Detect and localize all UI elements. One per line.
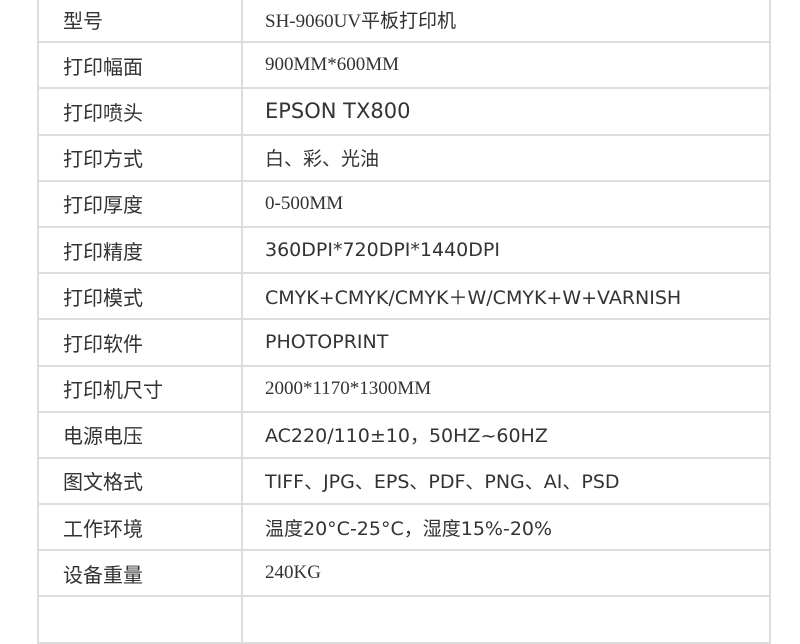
spec-label: 打印厚度 <box>39 181 243 226</box>
spec-value: 2000*1170*1300MM <box>265 377 432 399</box>
spec-label: 打印模式 <box>39 274 243 319</box>
table-row: 打印精度 360DPI*720DPI*1440DPI <box>39 227 769 275</box>
table-row: 型号 SH-9060UV平板打印机 <box>39 0 769 44</box>
table-row-partial <box>39 597 769 644</box>
spec-label: 型号 <box>39 0 243 42</box>
spec-value: CMYK+CMYK/CMYK＋W/CMYK+W+VARNISH <box>265 286 682 309</box>
spec-value: 900MM*600MM <box>265 54 400 76</box>
spec-label: 打印精度 <box>39 227 243 273</box>
spec-value: 360DPI*720DPI*1440DPI <box>265 239 500 262</box>
spec-value: 240KG <box>265 562 321 584</box>
table-row: 打印厚度 0-500MM <box>39 181 769 228</box>
table-row: 打印模式 CMYK+CMYK/CMYK＋W/CMYK+W+VARNISH <box>39 274 769 321</box>
spec-label: 图文格式 <box>39 458 243 504</box>
spec-label: 工作环境 <box>39 505 243 550</box>
spec-label: 设备重量 <box>39 551 243 596</box>
table-row: 打印方式 白、彩、光油 <box>39 135 769 182</box>
spec-value: 温度20°C-25°C，湿度15%-20% <box>265 517 553 540</box>
spec-value: SH-9060UV平板打印机 <box>265 10 457 32</box>
table-row: 电源电压 AC220/110±10，50HZ~60HZ <box>39 412 769 459</box>
spec-label: 电源电压 <box>39 412 243 457</box>
spec-label: 打印机尺寸 <box>39 366 243 411</box>
spec-label: 打印幅面 <box>39 43 243 88</box>
spec-value-empty <box>243 597 769 641</box>
spec-value: AC220/110±10，50HZ~60HZ <box>265 425 548 448</box>
spec-value: EPSON TX800 <box>265 99 411 124</box>
spec-value: TIFF、JPG、EPS、PDF、PNG、AI、PSD <box>265 471 620 494</box>
spec-label-empty <box>39 597 243 642</box>
spec-value: 0-500MM <box>265 192 344 214</box>
spec-value: 白、彩、光油 <box>265 148 380 171</box>
table-row: 打印机尺寸 2000*1170*1300MM <box>39 366 769 413</box>
table-row: 打印幅面 900MM*600MM <box>39 43 769 90</box>
spec-label: 打印喷头 <box>39 89 243 134</box>
table-row: 工作环境 温度20°C-25°C，湿度15%-20% <box>39 505 769 552</box>
spec-table: 型号 SH-9060UV平板打印机 打印幅面 900MM*600MM 打印喷头 EPS… <box>37 0 771 644</box>
table-row: 图文格式 TIFF、JPG、EPS、PDF、PNG、AI、PSD <box>39 458 769 506</box>
spec-label: 打印方式 <box>39 135 243 180</box>
table-row: 打印软件 PHOTOPRINT <box>39 320 769 367</box>
table-row: 设备重量 240KG <box>39 551 769 598</box>
spec-label: 打印软件 <box>39 320 243 365</box>
spec-value: PHOTOPRINT <box>265 331 389 354</box>
table-row: 打印喷头 EPSON TX800 <box>39 89 769 136</box>
